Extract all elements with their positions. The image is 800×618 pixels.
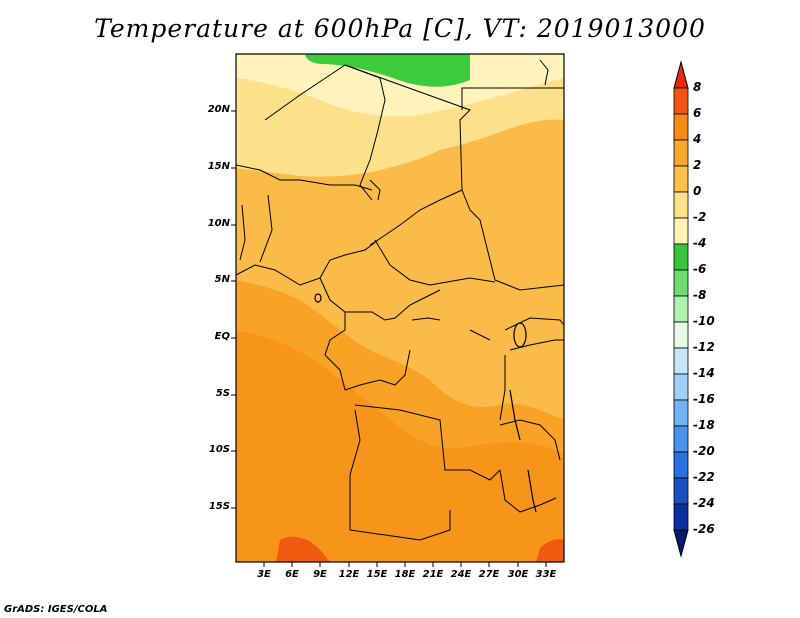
lake-malawi	[527, 469, 537, 513]
hotspot-sw	[276, 536, 330, 562]
lat-label-5s: 5S	[215, 388, 230, 399]
colorbar-box	[673, 165, 689, 193]
colorbar-box	[673, 295, 689, 323]
colorbar-box	[673, 243, 689, 271]
lon-label-18e: 18E	[394, 569, 416, 580]
colorbar-label: -14	[693, 366, 715, 380]
colorbar-label: -26	[693, 522, 715, 536]
colorbar-bottom-triangle	[673, 529, 689, 558]
lon-label-30e: 30E	[507, 569, 529, 580]
colorbar-label: -16	[693, 392, 715, 406]
lake-tanganyika	[509, 389, 521, 441]
lon-label-9e: 9E	[313, 569, 327, 580]
colorbar-label: -20	[693, 444, 715, 458]
lon-label-24e: 24E	[450, 569, 472, 580]
lon-label-33e: 33E	[535, 569, 557, 580]
lake-victoria	[513, 322, 527, 348]
lon-label-27e: 27E	[478, 569, 500, 580]
lakes	[314, 293, 537, 513]
lon-label-3e: 3E	[257, 569, 271, 580]
colorbar-top-triangle	[673, 60, 689, 89]
colorbar-label: -4	[693, 236, 707, 250]
colorbar-box	[673, 347, 689, 375]
colorbar-label: 4	[693, 132, 702, 146]
colorbar-label: -10	[693, 314, 715, 328]
colorbar-box	[673, 373, 689, 401]
colorbar-box	[673, 113, 689, 141]
colorbar-box	[673, 321, 689, 349]
colorbar-label: -18	[693, 418, 715, 432]
lon-label-21e: 21E	[422, 569, 444, 580]
colorbar-box	[673, 503, 689, 531]
colorbar-label: -8	[693, 288, 707, 302]
lon-label-12e: 12E	[338, 569, 360, 580]
lon-ticks	[263, 562, 547, 567]
country-borders	[236, 59, 564, 541]
lat-label-15s: 15S	[208, 501, 230, 512]
lat-label-20n: 20N	[207, 104, 230, 115]
colorbar-label: -24	[693, 496, 715, 510]
colorbar-label: -2	[693, 210, 707, 224]
colorbar	[673, 60, 689, 558]
lat-label-10n: 10N	[207, 218, 230, 229]
colorbar-label: -12	[693, 340, 715, 354]
colorbar-box	[673, 399, 689, 427]
colorbar-label: -6	[693, 262, 707, 276]
credit-text: GrADS: IGES/COLA	[4, 604, 108, 615]
lake-small-west	[314, 293, 322, 303]
lat-label-15n: 15N	[207, 161, 230, 172]
lat-ticks	[231, 110, 236, 509]
colorbar-box	[673, 425, 689, 453]
colorbar-box	[673, 477, 689, 505]
field-minus6-to-minus4	[305, 54, 470, 87]
lat-label-10s: 10S	[208, 444, 230, 455]
colorbar-label: 6	[693, 106, 702, 120]
colorbar-box	[673, 191, 689, 219]
colorbar-box	[673, 269, 689, 297]
lon-label-15e: 15E	[366, 569, 388, 580]
colorbar-label: 8	[693, 80, 702, 94]
map-title: Temperature at 600hPa [C], VT: 201901300…	[94, 14, 706, 43]
colorbar-box	[673, 139, 689, 167]
hotspot-se	[536, 539, 564, 562]
lat-label-eq: EQ	[214, 331, 230, 342]
map-frame	[235, 53, 565, 563]
colorbar-box	[673, 451, 689, 479]
colorbar-label: 2	[693, 158, 702, 172]
colorbar-box	[673, 217, 689, 245]
colorbar-label: 0	[693, 184, 702, 198]
colorbar-label: -22	[693, 470, 715, 484]
lat-label-5n: 5N	[214, 274, 230, 285]
field-4-to-6	[236, 330, 564, 562]
lon-label-6e: 6E	[285, 569, 299, 580]
temperature-field	[236, 54, 564, 562]
colorbar-box	[673, 87, 689, 115]
